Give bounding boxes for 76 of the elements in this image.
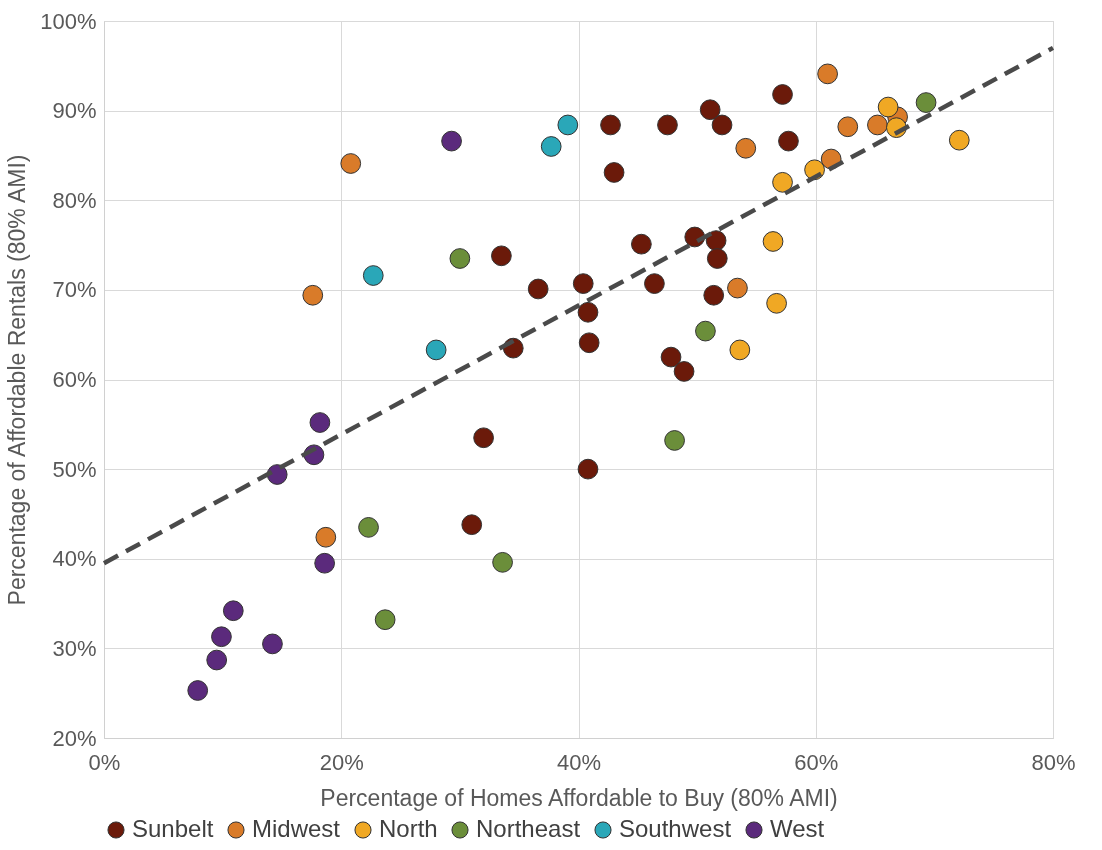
point	[577, 458, 599, 480]
point	[473, 427, 494, 449]
point	[314, 552, 336, 574]
point	[262, 633, 283, 655]
legend-label: Southwest	[619, 815, 732, 842]
y-tick-label: 60%	[52, 367, 97, 392]
point	[778, 130, 799, 152]
point	[706, 248, 728, 269]
point	[492, 551, 513, 573]
x-tick-label: 0%	[88, 749, 121, 775]
point	[340, 153, 362, 174]
point	[425, 339, 447, 361]
y-tick-label: 30%	[52, 635, 97, 661]
point	[837, 116, 859, 138]
point	[772, 171, 793, 193]
point	[644, 273, 665, 294]
point	[817, 63, 838, 85]
legend-label: Sunbelt	[132, 815, 214, 842]
x-tick-label: 60%	[794, 749, 839, 775]
x-axis-title: Percentage of Homes Affordable to Buy (80% AMI)	[320, 784, 838, 811]
point	[915, 92, 937, 113]
point	[441, 130, 462, 152]
y-tick-label: 40%	[52, 546, 97, 572]
point	[578, 332, 600, 354]
point	[711, 114, 733, 136]
point	[703, 284, 725, 306]
point	[211, 626, 232, 648]
point	[206, 649, 228, 671]
point	[187, 680, 209, 701]
point	[673, 361, 695, 382]
point	[631, 233, 652, 255]
point	[660, 346, 682, 368]
point	[222, 600, 244, 622]
point	[762, 231, 784, 252]
point	[664, 430, 685, 451]
point	[309, 412, 331, 433]
point	[867, 114, 888, 136]
point	[572, 273, 594, 294]
y-tick-label: 50%	[52, 456, 97, 482]
x-tick-label: 80%	[1031, 749, 1076, 775]
point	[600, 114, 621, 136]
legend-label: Northeast	[476, 815, 581, 842]
point	[302, 284, 324, 306]
y-tick-label: 100%	[40, 8, 97, 34]
y-tick-label: 80%	[52, 187, 97, 213]
point	[557, 114, 579, 136]
y-tick-label: 70%	[52, 277, 97, 303]
legend-label: North	[379, 815, 438, 842]
point	[772, 84, 793, 105]
y-axis-title: Percentage of Affordable Rentals (80% AMI)	[4, 154, 31, 606]
point	[540, 136, 562, 157]
point	[948, 129, 970, 151]
point	[766, 292, 787, 314]
point	[491, 245, 512, 267]
point	[577, 301, 599, 323]
y-tick-label: 20%	[52, 725, 97, 751]
x-tick-label: 40%	[556, 749, 602, 775]
point	[315, 526, 337, 548]
point	[695, 320, 716, 342]
legend-label: Midwest	[252, 815, 341, 842]
y-tick-label: 90%	[52, 98, 97, 124]
point	[729, 339, 751, 361]
point	[735, 137, 757, 159]
point	[374, 609, 396, 631]
legend-label: West	[770, 815, 825, 842]
point	[527, 278, 549, 300]
point	[727, 277, 748, 299]
point	[358, 517, 379, 538]
point	[877, 96, 899, 118]
point	[461, 514, 483, 536]
point	[362, 265, 384, 286]
x-tick-label: 20%	[319, 749, 364, 775]
point	[699, 99, 721, 121]
point	[657, 114, 678, 136]
point	[603, 162, 625, 183]
point	[449, 248, 471, 269]
